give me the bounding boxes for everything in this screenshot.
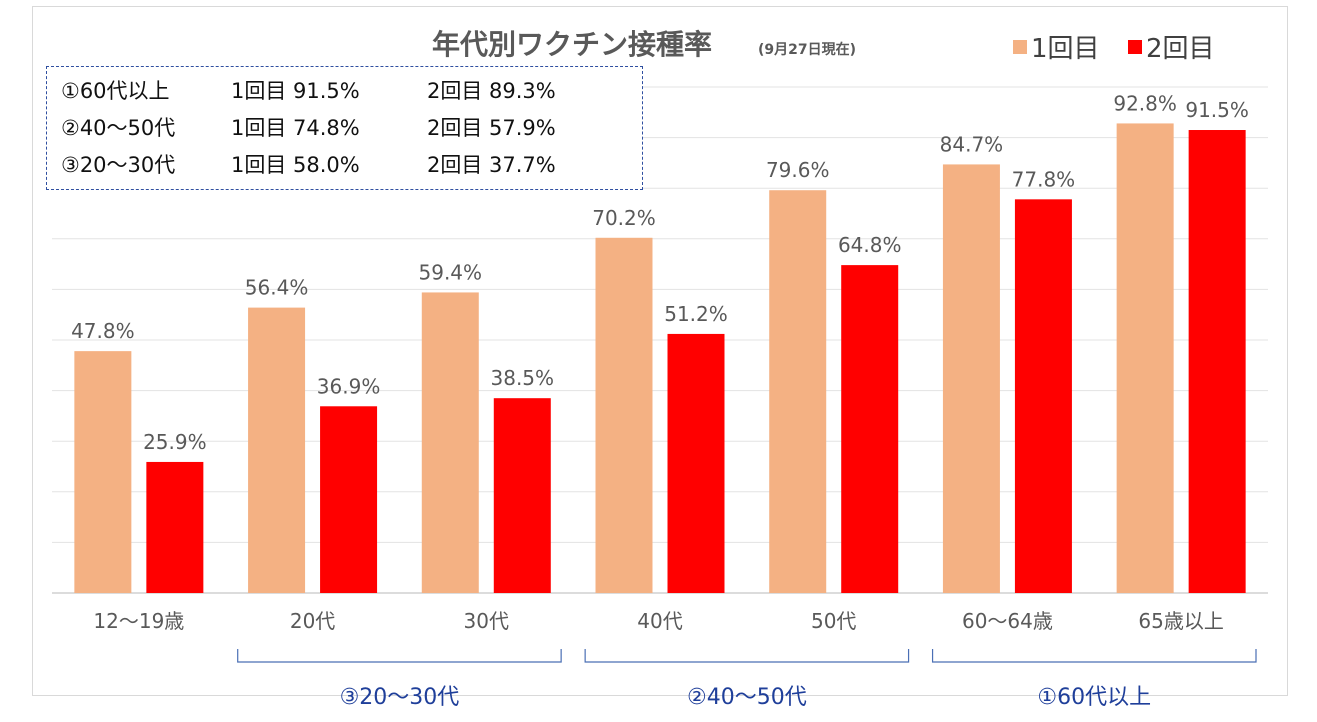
x-tick-label: 40代 xyxy=(637,609,682,633)
bar-dose1 xyxy=(248,307,306,593)
summary-row: ③20～30代 1回目 58.0% 2回目 37.7% xyxy=(61,147,642,184)
x-tick-label: 60～64歳 xyxy=(962,609,1053,633)
summary-dose2: 2回目 57.9% xyxy=(427,116,556,140)
x-tick-label: 12～19歳 xyxy=(93,609,184,633)
x-tick-label: 50代 xyxy=(811,609,856,633)
legend-swatch-dose2 xyxy=(1128,40,1142,54)
bar-dose2 xyxy=(1014,199,1072,593)
summary-dose1: 1回目 91.5% xyxy=(231,79,360,103)
data-label: 77.8% xyxy=(1012,167,1076,191)
summary-age: ①60代以上 xyxy=(61,79,170,103)
group-label: ①60代以上 xyxy=(1037,685,1151,710)
bar-dose1 xyxy=(1116,123,1174,593)
data-label: 36.9% xyxy=(317,374,381,398)
bar-dose2 xyxy=(667,333,725,593)
x-tick-labels: 12～19歳 20代 30代 40代 50代 60～64歳 65歳以上 xyxy=(93,609,1223,633)
summary-dose1: 1回目 74.8% xyxy=(231,116,360,140)
data-label: 84.7% xyxy=(940,132,1004,156)
x-tick-label: 65歳以上 xyxy=(1138,609,1223,633)
data-label: 25.9% xyxy=(143,430,207,454)
x-tick-label: 20代 xyxy=(290,609,335,633)
data-label: 47.8% xyxy=(71,319,135,343)
bar-dose1 xyxy=(595,237,653,593)
data-label: 70.2% xyxy=(592,206,656,230)
bar-dose2 xyxy=(841,265,899,593)
bar-dose1 xyxy=(769,190,827,593)
bar-dose1 xyxy=(74,351,132,593)
bar-dose2 xyxy=(146,461,204,593)
data-label: 51.2% xyxy=(664,302,728,326)
bar-dose2 xyxy=(1188,130,1246,593)
summary-age: ②40～50代 xyxy=(61,116,176,140)
summary-age: ③20～30代 xyxy=(61,153,176,177)
bar-dose2 xyxy=(320,406,378,593)
group-bracket xyxy=(237,649,562,663)
bar-dose2 xyxy=(493,398,551,593)
legend-swatch-dose1 xyxy=(1013,40,1027,54)
group-label: ②40～50代 xyxy=(687,685,807,710)
chart-title: 年代別ワクチン接種率 xyxy=(432,28,712,61)
x-tick-label: 30代 xyxy=(464,609,509,633)
group-brackets: ③20～30代 ②40～50代 ①60代以上 xyxy=(237,649,1257,710)
summary-box: ①60代以上 1回目 91.5% 2回目 89.3% ②40～50代 1回目 74.8… xyxy=(46,66,643,190)
data-label: 56.4% xyxy=(245,276,309,300)
bars xyxy=(74,123,1246,593)
data-label: 64.8% xyxy=(838,233,902,257)
value-labels: 47.8% 25.9% 56.4% 36.9% 59.4% 38.5% 70.2% 51.2%… xyxy=(71,91,1249,454)
group-bracket xyxy=(931,649,1257,663)
data-label: 92.8% xyxy=(1113,91,1177,115)
summary-dose2: 2回目 37.7% xyxy=(427,153,556,177)
group-label: ③20～30代 xyxy=(340,685,460,710)
legend-label-dose2: 2回目 xyxy=(1146,34,1215,64)
summary-dose1: 1回目 58.0% xyxy=(231,153,360,177)
data-label: 91.5% xyxy=(1185,98,1249,122)
bar-dose1 xyxy=(942,164,1000,593)
summary-row: ②40～50代 1回目 74.8% 2回目 57.9% xyxy=(61,110,642,147)
data-label: 38.5% xyxy=(491,366,555,390)
chart-subtitle: (9月27日現在) xyxy=(758,41,856,58)
data-label: 79.6% xyxy=(766,158,830,182)
data-label: 59.4% xyxy=(419,260,483,284)
bar-dose1 xyxy=(421,292,479,593)
summary-dose2: 2回目 89.3% xyxy=(427,79,556,103)
summary-row: ①60代以上 1回目 91.5% 2回目 89.3% xyxy=(61,73,642,110)
group-bracket xyxy=(584,649,910,663)
legend: 1回目 2回目 xyxy=(1013,34,1215,64)
legend-label-dose1: 1回目 xyxy=(1031,34,1100,64)
